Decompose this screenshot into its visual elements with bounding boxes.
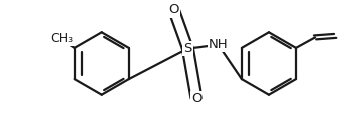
Text: O: O <box>168 3 179 17</box>
Text: S: S <box>183 42 192 55</box>
Text: CH₃: CH₃ <box>50 32 73 45</box>
Text: NH: NH <box>209 38 228 51</box>
Text: O: O <box>191 92 201 105</box>
